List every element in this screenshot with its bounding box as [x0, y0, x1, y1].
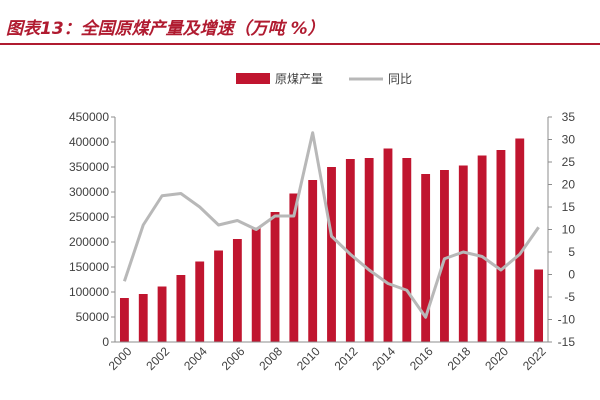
- bar-2022: [534, 269, 544, 342]
- right-tick-label: 20: [562, 178, 576, 192]
- x-tick-label: 2004: [181, 344, 210, 373]
- legend: 原煤产量 同比: [236, 72, 412, 86]
- bar-2003: [176, 275, 186, 342]
- bar-2021: [515, 138, 525, 342]
- bar-2016: [421, 174, 431, 342]
- left-tick-label: 100000: [69, 285, 109, 299]
- bar-2006: [232, 239, 242, 342]
- left-tick-label: 350000: [69, 160, 109, 174]
- left-tick-label: 0: [102, 335, 109, 349]
- bar-2014: [383, 148, 393, 342]
- x-tick-label: 2008: [256, 344, 285, 373]
- bar-2001: [138, 294, 148, 342]
- chart-title: 图表13：全国原煤产量及增速（万吨 %）: [6, 19, 325, 39]
- bar-2007: [251, 227, 261, 342]
- left-tick-label: 50000: [76, 310, 110, 324]
- right-tick-label: 25: [562, 155, 576, 169]
- right-tick-label: -10: [558, 313, 576, 327]
- x-tick-label: 2018: [445, 344, 474, 373]
- left-tick-label: 450000: [69, 110, 109, 124]
- x-tick-label: 2014: [369, 344, 398, 373]
- bar-2018: [458, 165, 468, 342]
- bar-2020: [496, 150, 506, 342]
- left-tick-label: 400000: [69, 135, 109, 149]
- legend-label-line: 同比: [388, 72, 412, 86]
- bar-2010: [308, 180, 318, 342]
- x-tick-label: 2010: [294, 344, 323, 373]
- x-tick-label: 2012: [332, 344, 361, 373]
- left-tick-label: 300000: [69, 185, 109, 199]
- bar-2002: [157, 286, 167, 342]
- bar-2019: [477, 155, 487, 342]
- x-tick-label: 2016: [407, 344, 436, 373]
- bar-2000: [119, 298, 129, 342]
- header: 图表13：全国原煤产量及增速（万吨 %）: [0, 0, 600, 45]
- bar-2017: [440, 170, 449, 342]
- right-tick-label: -5: [564, 290, 575, 304]
- bar-series: [119, 138, 544, 342]
- left-tick-label: 200000: [69, 235, 109, 249]
- right-tick-label: 10: [562, 223, 576, 237]
- line-series: [122, 131, 540, 319]
- bar-2009: [289, 193, 299, 342]
- bar-2004: [195, 261, 205, 342]
- x-tick-label: 2000: [106, 344, 135, 373]
- left-tick-label: 150000: [69, 260, 109, 274]
- bar-2011: [327, 167, 336, 342]
- left-tick-label: 250000: [69, 210, 109, 224]
- x-tick-label: 2006: [219, 344, 248, 373]
- bar-2013: [364, 158, 374, 342]
- bar-2015: [402, 158, 412, 342]
- bar-2005: [214, 250, 223, 342]
- right-tick-label: 35: [562, 110, 576, 124]
- right-tick-label: 30: [562, 133, 576, 147]
- x-tick-label: 2002: [143, 344, 172, 373]
- x-tick-label: 2020: [482, 344, 511, 373]
- x-tick-label: 2022: [520, 344, 549, 373]
- legend-swatch-bar: [236, 73, 270, 84]
- right-tick-label: -15: [558, 335, 576, 349]
- bar-2008: [270, 212, 280, 342]
- right-tick-label: 5: [568, 245, 575, 259]
- right-tick-label: 0: [568, 268, 575, 282]
- bar-2012: [345, 159, 355, 342]
- title-underline: [0, 43, 600, 45]
- legend-label-bar: 原煤产量: [275, 72, 323, 86]
- right-tick-label: 15: [562, 200, 576, 214]
